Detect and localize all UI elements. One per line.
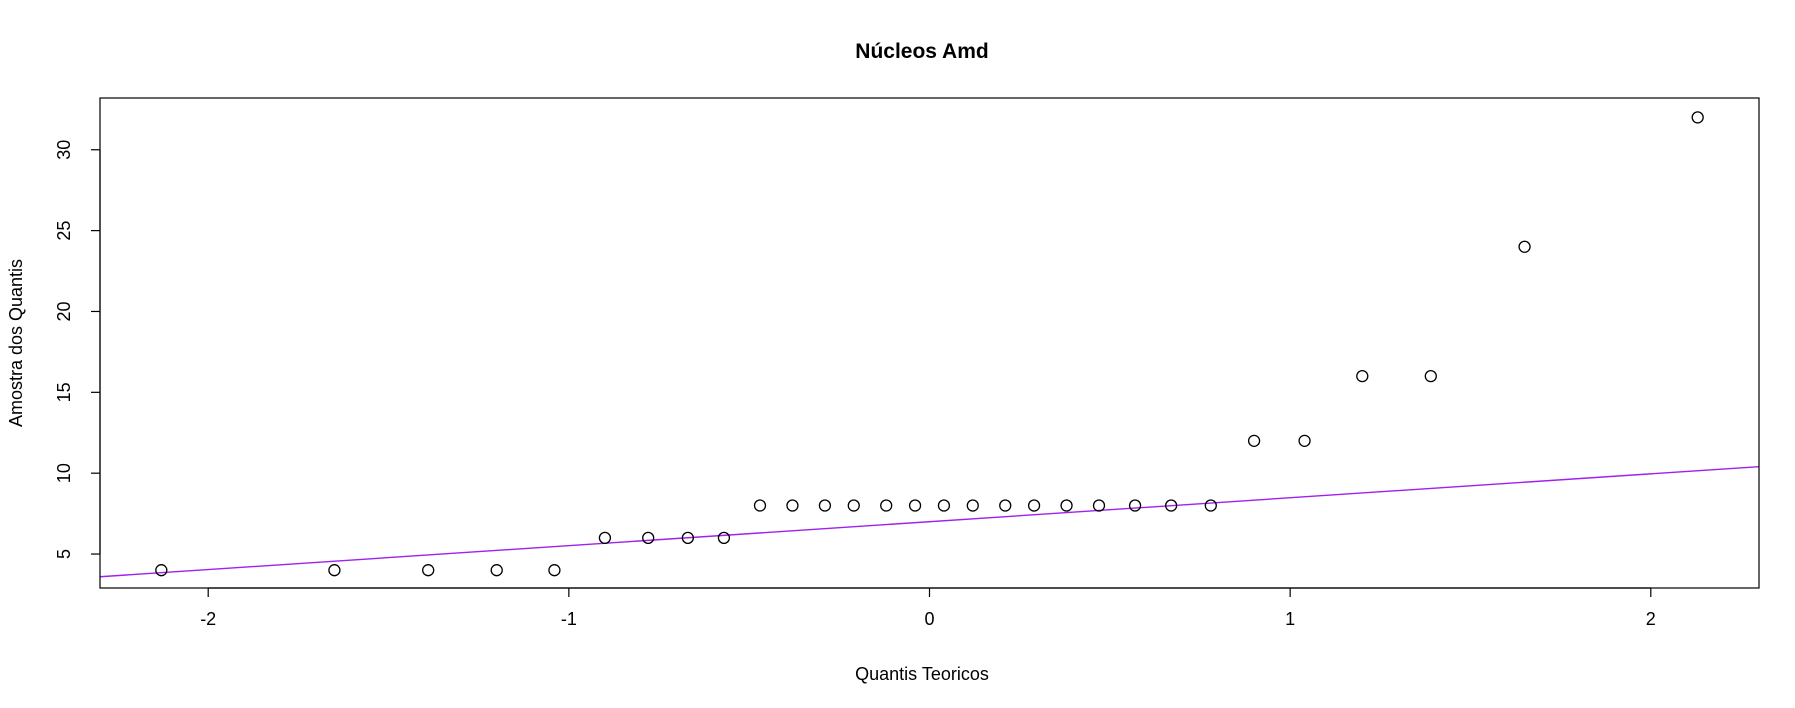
data-point xyxy=(786,499,799,512)
data-point xyxy=(966,499,979,512)
data-point xyxy=(753,499,767,512)
data-point xyxy=(880,499,893,512)
x-tick-label: 2 xyxy=(1646,609,1656,629)
data-point xyxy=(847,499,860,512)
data-point xyxy=(1518,240,1531,253)
plot-frame xyxy=(99,97,1760,589)
data-point xyxy=(1247,434,1261,447)
data-point xyxy=(548,564,561,577)
data-point xyxy=(1424,370,1437,383)
data-point xyxy=(1092,499,1106,512)
data-point xyxy=(681,531,695,545)
data-point xyxy=(1691,111,1704,124)
reference-line xyxy=(100,465,1759,578)
data-point xyxy=(1298,434,1311,447)
x-tick-label: -1 xyxy=(561,609,577,629)
data-point xyxy=(490,564,503,577)
x-tick-label: 1 xyxy=(1285,609,1295,629)
data-point xyxy=(1060,499,1073,512)
x-axis-title: Quantis Teoricos xyxy=(855,664,989,684)
y-axis-title: Amostra dos Quantis xyxy=(6,259,26,427)
data-point xyxy=(642,531,655,545)
data-point xyxy=(328,564,341,577)
data-point xyxy=(999,499,1012,512)
data-point xyxy=(1204,499,1217,512)
data-point xyxy=(1128,499,1142,512)
y-tick-label: 10 xyxy=(54,463,74,483)
x-tick-label: -2 xyxy=(200,609,216,629)
y-tick-label: 20 xyxy=(54,301,74,321)
y-axis: 5 10 15 20 25 30 xyxy=(54,140,101,559)
y-tick-label: 5 xyxy=(54,549,74,559)
x-axis: -2 -1 0 1 2 xyxy=(200,587,1656,629)
data-point xyxy=(422,564,435,577)
x-tick-label: 0 xyxy=(924,609,934,629)
data-point xyxy=(1356,370,1369,383)
data-point xyxy=(908,499,922,512)
data-point xyxy=(818,499,832,512)
chart-title: Núcleos Amd xyxy=(855,40,988,63)
y-tick-label: 30 xyxy=(54,140,74,160)
data-point xyxy=(1027,499,1041,512)
data-point xyxy=(937,499,951,512)
data-point xyxy=(155,564,168,577)
data-point xyxy=(717,531,731,545)
data-point xyxy=(1164,499,1178,512)
y-tick-label: 25 xyxy=(54,221,74,241)
y-tick-label: 15 xyxy=(54,382,74,402)
data-point xyxy=(598,531,612,545)
